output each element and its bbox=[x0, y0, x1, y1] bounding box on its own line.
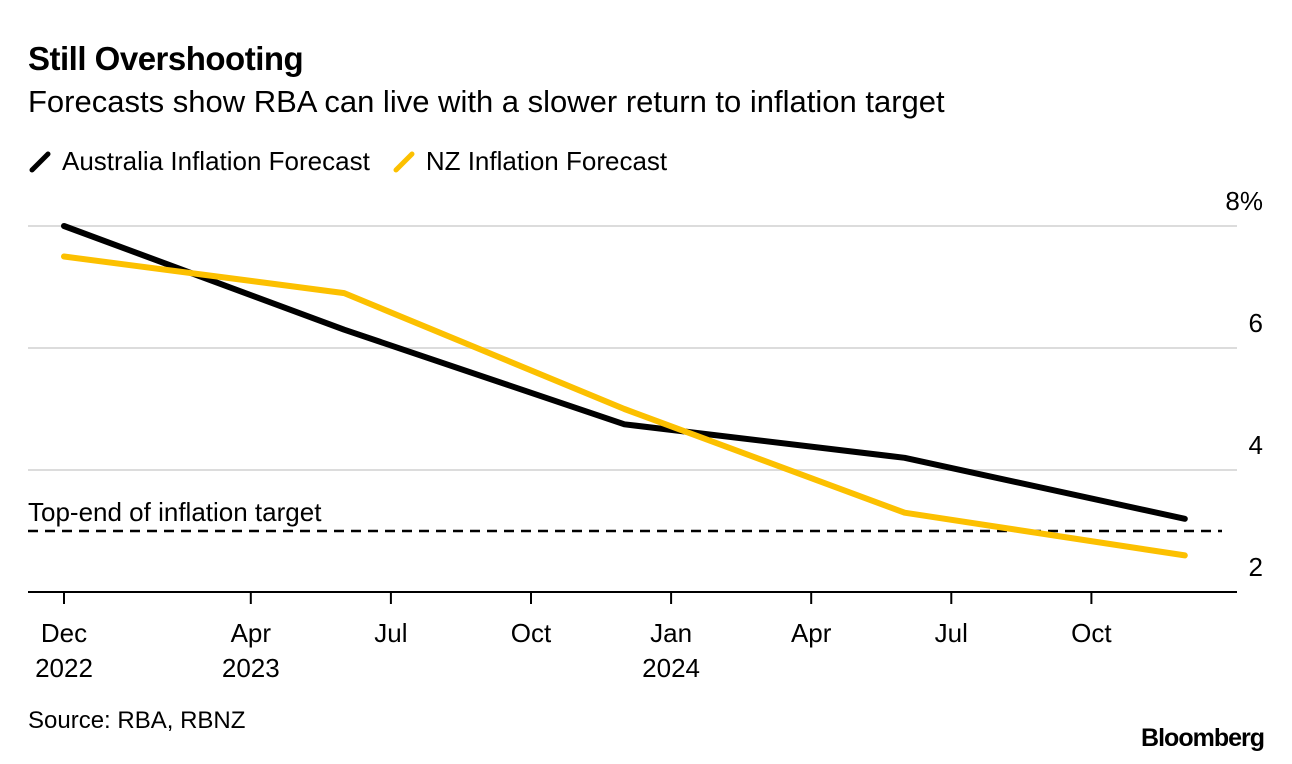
reference-line-group: Top-end of inflation target bbox=[28, 497, 1222, 533]
chart-subtitle: Forecasts show RBA can live with a slowe… bbox=[28, 84, 945, 119]
x-tick-label-2022-12: Dec bbox=[41, 618, 87, 648]
reference-line-label: Top-end of inflation target bbox=[28, 497, 322, 527]
y-tick-label-6: 6 bbox=[1249, 308, 1263, 338]
legend-swatch-nz-icon bbox=[393, 151, 415, 172]
x-tick-label-2024-01: Jan bbox=[650, 618, 692, 648]
series-line-nz bbox=[61, 253, 1188, 559]
x-tick-label-2024-10: Oct bbox=[1071, 618, 1112, 648]
legend-swatch-australia-icon bbox=[29, 151, 51, 172]
bloomberg-logo: Bloomberg bbox=[1141, 724, 1265, 752]
x-tick-label-2024-04: Apr bbox=[791, 618, 832, 648]
x-tick-label-2023-10: Oct bbox=[511, 618, 552, 648]
x-axis: Dec 2022 Apr 2023 Jul Oct Jan 2024 Apr Jul Oct bbox=[28, 591, 1237, 683]
legend-label-australia: Australia Inflation Forecast bbox=[62, 146, 370, 176]
legend: Australia Inflation Forecast NZ Inflatio… bbox=[28, 146, 689, 177]
x-tick-year-2023: 2023 bbox=[222, 653, 280, 683]
gridlines bbox=[28, 225, 1237, 471]
chart-title: Still Overshooting bbox=[28, 40, 304, 77]
series-group bbox=[61, 223, 1188, 559]
series-line-australia bbox=[61, 223, 1188, 522]
x-tick-label-2024-07: Jul bbox=[935, 618, 968, 648]
x-tick-label-2023-04: Apr bbox=[231, 618, 272, 648]
legend-label-nz: NZ Inflation Forecast bbox=[425, 146, 668, 176]
y-tick-label-8: 8% bbox=[1225, 186, 1263, 216]
legend-item-nz: NZ Inflation Forecast bbox=[392, 146, 667, 177]
x-tick-label-2023-07: Jul bbox=[374, 618, 407, 648]
source-note: Source: RBA, RBNZ bbox=[28, 707, 246, 734]
legend-item-australia: Australia Inflation Forecast bbox=[28, 146, 370, 177]
x-tick-year-2024: 2024 bbox=[642, 653, 700, 683]
y-tick-label-2: 2 bbox=[1249, 552, 1263, 582]
y-axis: 8% 6 4 2 bbox=[1225, 186, 1263, 582]
x-tick-year-2022: 2022 bbox=[35, 653, 93, 683]
y-tick-label-4: 4 bbox=[1249, 430, 1263, 460]
